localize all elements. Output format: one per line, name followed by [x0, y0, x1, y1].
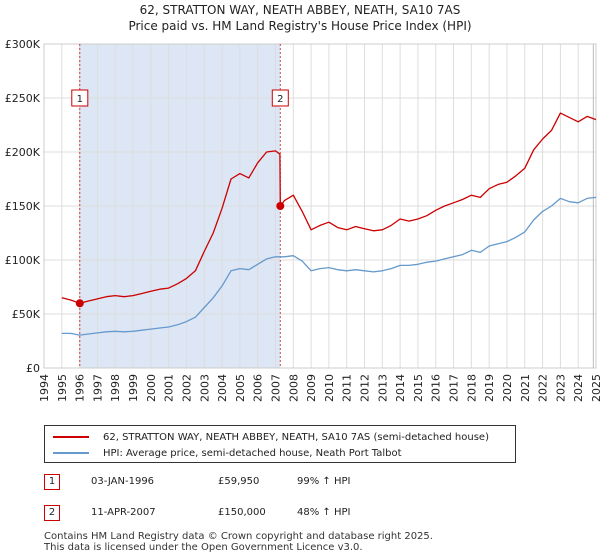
legend: 62, STRATTON WAY, NEATH ABBEY, NEATH, SA… — [44, 425, 516, 463]
x-tick-label: 2002 — [180, 374, 193, 402]
x-tick-label: 2017 — [448, 374, 461, 402]
x-tick-label: 2018 — [465, 374, 478, 402]
legend-property-label: 62, STRATTON WAY, NEATH ABBEY, NEATH, SA… — [103, 431, 489, 443]
property-price-line — [61, 112, 597, 304]
x-tick-label: 2021 — [519, 374, 532, 402]
x-tick-label: 2010 — [323, 374, 336, 402]
sale-annotation-label: 2 — [277, 94, 283, 105]
x-tick-label: 2022 — [537, 374, 550, 402]
y-tick-label: £250K — [5, 92, 41, 105]
x-tick-label: 2005 — [234, 374, 247, 402]
x-tick-label: 2000 — [145, 374, 158, 402]
legend-item-hpi: HPI: Average price, semi-detached house,… — [53, 446, 402, 460]
sale-price: £59,950 — [218, 476, 260, 487]
x-tick-label: 2012 — [359, 374, 372, 402]
sale-point — [75, 299, 84, 308]
legend-item-property: 62, STRATTON WAY, NEATH ABBEY, NEATH, SA… — [53, 430, 489, 444]
x-tick-label: 1997 — [91, 374, 104, 402]
x-tick-label: 2006 — [252, 374, 265, 402]
sale-marker-box: 2 — [44, 505, 60, 521]
sale-hpi-change: 99% ↑ HPI — [297, 476, 351, 487]
y-tick-label: £100K — [5, 254, 41, 267]
plot-border — [43, 43, 597, 369]
x-tick-label: 2013 — [376, 374, 389, 402]
x-tick-label: 2024 — [572, 374, 585, 402]
x-tick-label: 2003 — [198, 374, 211, 402]
sale-marker-box: 1 — [44, 474, 60, 490]
y-tick-label: £150K — [5, 200, 41, 213]
x-tick-label: 1998 — [109, 374, 122, 402]
chart-title-line-1: 62, STRATTON WAY, NEATH ABBEY, NEATH, SA… — [139, 3, 461, 17]
legend-hpi-swatch — [53, 452, 89, 454]
x-tick-label: 2001 — [163, 374, 176, 402]
sale-point — [276, 202, 285, 210]
x-tick-label: 2016 — [430, 374, 443, 402]
footer-copyright: Contains HM Land Registry data © Crown c… — [44, 531, 433, 542]
x-tick-label: 1994 — [38, 374, 51, 402]
x-tick-label: 2008 — [287, 374, 300, 402]
x-tick-label: 2004 — [216, 374, 229, 402]
x-tick-label: 1996 — [74, 374, 87, 402]
sale-hpi-change: 48% ↑ HPI — [297, 507, 351, 518]
hpi-line — [61, 196, 597, 336]
x-tick-label: 2009 — [305, 374, 318, 402]
x-tick-label: 2019 — [483, 374, 496, 402]
x-tick-label: 2015 — [412, 374, 425, 402]
sale-date: 11-APR-2007 — [91, 507, 156, 518]
y-tick-label: £0 — [26, 362, 40, 375]
y-tick-label: £200K — [5, 146, 41, 159]
x-tick-label: 2025 — [590, 374, 600, 402]
x-tick-label: 1995 — [56, 374, 69, 402]
x-tick-label: 2011 — [341, 374, 354, 402]
chart-title-line-2: Price paid vs. HM Land Registry's House … — [128, 19, 472, 33]
sale-annotation-box — [271, 89, 289, 107]
y-tick-label: £300K — [5, 38, 41, 51]
footer-licence: This data is licensed under the Open Gov… — [44, 542, 363, 553]
x-tick-label: 2023 — [554, 374, 567, 402]
sale-price: £150,000 — [218, 507, 266, 518]
x-tick-label: 2007 — [269, 374, 282, 402]
sale-date: 03-JAN-1996 — [91, 476, 155, 487]
x-tick-label: 1999 — [127, 374, 140, 402]
price-chart: £0 £50K £100K £150K £200K £250K £300K 1994 1995 1… — [5, 38, 600, 402]
y-tick-label: £50K — [12, 308, 41, 321]
x-tick-label: 2014 — [394, 374, 407, 402]
legend-property-swatch — [53, 436, 89, 438]
sale-annotation-box — [71, 89, 89, 107]
sale-annotation-label: 1 — [77, 94, 83, 105]
x-tick-label: 2020 — [501, 374, 514, 402]
legend-hpi-label: HPI: Average price, semi-detached house,… — [103, 447, 402, 459]
